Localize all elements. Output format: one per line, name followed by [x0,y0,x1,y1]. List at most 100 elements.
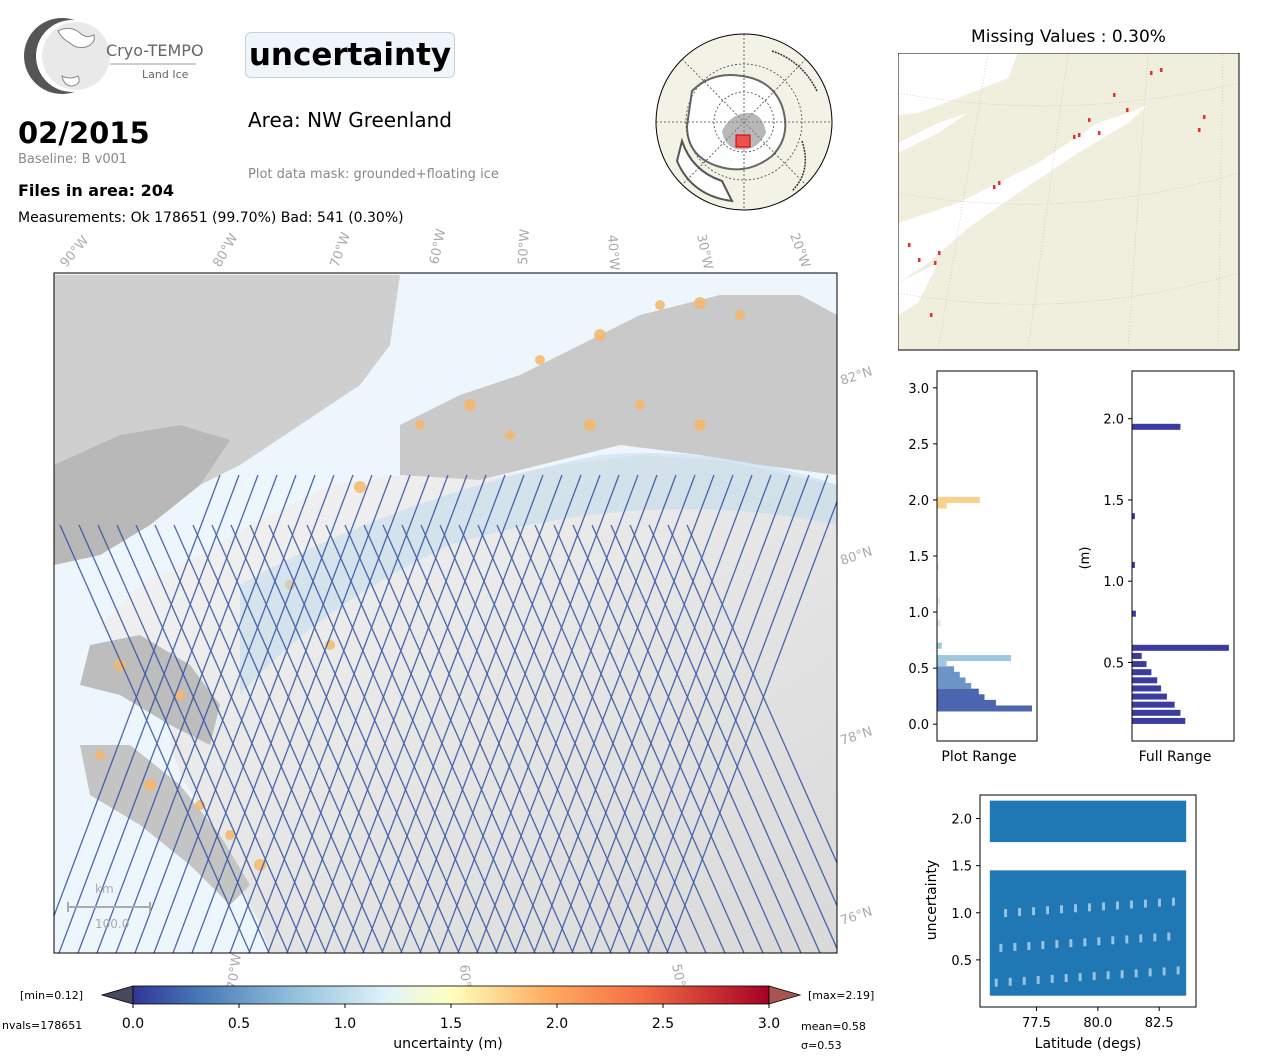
histogram-bar [1132,561,1135,568]
scale-bar: km 100.0 [67,882,151,931]
scatter-y-tick-label: 2.0 [951,813,972,828]
histogram-bar [937,660,947,667]
colorbar-max: [max=2.19] [808,989,874,1002]
histogram-tick-label: 3.0 [908,382,929,397]
colorbar-mean: mean=0.58 [801,1020,866,1033]
histogram-full-range: 0.5 1.0 1.5 2.0 (m) Full Range [1078,370,1235,765]
missing-value-point [1078,133,1081,137]
baseline-label: Baseline: B v001 [18,152,128,167]
histogram-bar [937,502,947,509]
plot-mask-label: Plot data mask: grounded+floating ice [248,167,499,182]
scatter-y-tick-label: 1.0 [951,907,972,922]
lon-label: 20°W [786,231,812,270]
measurements-summary: Measurements: Ok 178651 (99.70%) Bad: 54… [18,210,404,226]
files-in-area: Files in area: 204 [18,181,174,200]
histogram-bar [1132,610,1136,617]
missing-value-point [934,261,937,265]
satellite-tracks [54,474,837,953]
histogram-tick-label: 0.0 [908,718,929,733]
scatter-x-tick-label: 82.5 [1145,1016,1174,1031]
colorbar-tick-label: 3.0 [758,1016,780,1032]
polar-locator-map [655,33,833,211]
histogram-bar [1132,677,1158,684]
histogram-bar [937,671,960,678]
missing-value-point [1098,131,1101,135]
scatter-x-tick-label: 80.0 [1083,1016,1112,1031]
histogram-bar [937,705,1032,712]
lon-label-bottom: 50°W [668,963,690,990]
scatter-x-tick-label: 77.5 [1022,1016,1051,1031]
histogram-tick-label: 2.5 [908,438,929,453]
histogram-tick-label: 1.5 [908,550,929,565]
colorbar-label: uncertainty (m) [393,1036,502,1052]
histogram-plot-range: 0.0 0.5 1.0 1.5 2.0 2.5 3.0 Plot Range [908,370,1038,765]
histogram-bar [1132,701,1175,708]
histogram-bar [937,688,979,695]
area-highlight [735,134,751,148]
missing-value-point [930,313,933,317]
scatter-y-tick-label: 1.5 [951,860,972,875]
histogram-bar [1132,652,1142,659]
missing-value-point [908,243,911,247]
scale-value: 100.0 [95,917,129,931]
histogram-bar [937,666,955,673]
colorbar-nvals: nvals=178651 [2,1019,82,1032]
histogram-bar [1132,644,1229,651]
scatter-plot: 77.5 80.0 82.5 0.5 1.0 1.5 2.0 uncertainty Lat… [924,794,1197,1052]
variable-title: uncertainty [245,32,455,78]
lon-label: 30°W [693,233,715,271]
lon-label: 90°W [58,233,93,270]
missing-values-title: Missing Values : 0.30% [971,27,1166,47]
lon-label: 50°W [516,228,533,265]
colorbar-tick-label: 2.0 [546,1016,568,1032]
scatter-point-band [989,800,1187,843]
scatter-point-band [989,870,1187,996]
histogram-bar [937,694,985,701]
histogram-bar [937,677,966,684]
lon-label: 60°W [427,227,449,265]
north-coast [400,295,837,490]
area-label: Area: NW Greenland [248,108,452,132]
missing-value-point [1150,71,1153,75]
colorbar-sigma: σ=0.53 [801,1039,842,1052]
histogram-tick-label: 1.0 [908,606,929,621]
histogram-bar [937,564,939,571]
histogram-bar [1132,693,1167,700]
missing-value-point [1198,128,1201,132]
histogram-tick-label: 1.5 [1103,494,1124,509]
colorbar-tick-label: 0.5 [228,1016,250,1032]
missing-value-point [938,251,941,255]
colorbar-tick-label: 1.0 [334,1016,356,1032]
histogram-bar [1132,669,1152,676]
histogram-bar [937,620,941,627]
scatter-y-tick-label: 0.5 [951,954,972,969]
colorbar-tick-label: 0.0 [122,1016,144,1032]
missing-values-map [898,53,1240,351]
missing-value-point [998,181,1001,185]
histogram-bar [1132,709,1181,716]
missing-value-point [1073,135,1076,139]
histogram-bar [937,642,942,649]
lat-label: 76°N [839,904,875,928]
full-range-label: Full Range [1139,749,1212,765]
lat-label: 80°N [839,544,875,568]
missing-value-point [993,185,996,189]
histogram-tick-label: 0.5 [1103,656,1124,671]
colorbar-min: [min=0.12] [20,989,83,1002]
lon-label: 80°W [210,231,241,270]
histogram-tick-label: 0.5 [908,662,929,677]
date-label: 02/2015 [18,116,150,150]
histogram-bar [937,496,980,503]
logo-text: Cryo-TEMPO [106,41,204,60]
histogram-bar [1132,513,1135,520]
histogram-bar [1132,685,1162,692]
lat-label: 78°N [839,724,875,748]
lon-label-bottom: 60°W [456,964,474,990]
missing-value-point [1203,115,1206,119]
lon-label-bottom: 70°W [225,953,245,990]
histogram-bar [937,683,972,690]
colorbar-tick-label: 2.5 [652,1016,674,1032]
histogram-tick-label: 2.0 [908,494,929,509]
histogram-bar [937,597,940,604]
missing-value-point [1088,118,1091,122]
